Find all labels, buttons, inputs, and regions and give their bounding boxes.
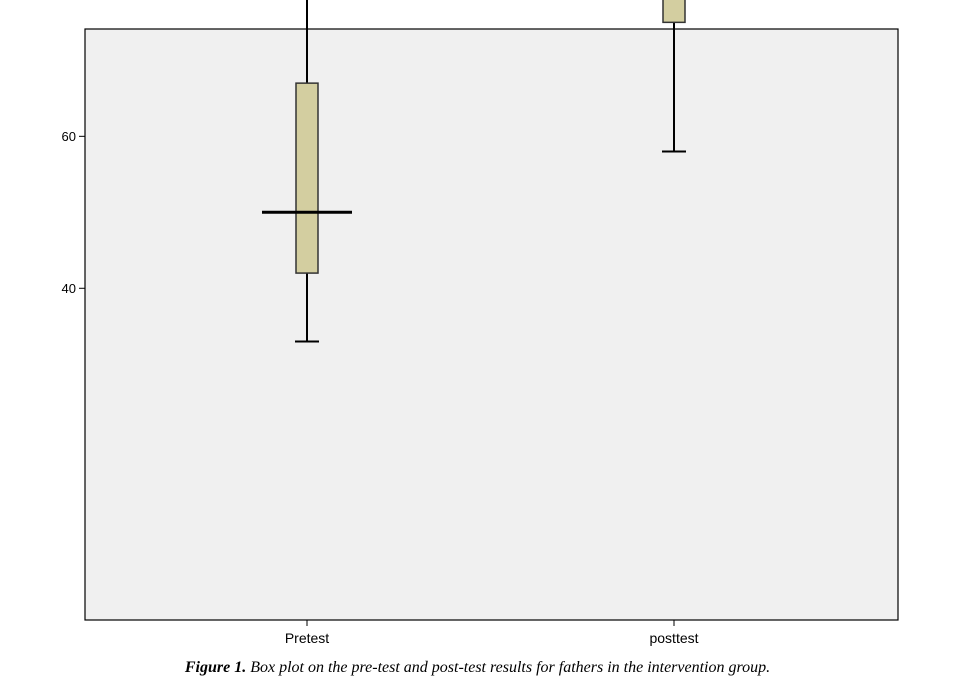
y-tick-label: 60 xyxy=(62,129,76,144)
figure-caption: Figure 1. Box plot on the pre-test and p… xyxy=(0,659,955,677)
caption-text: Box plot on the pre-test and post-test r… xyxy=(246,659,771,676)
caption-label: Figure 1. xyxy=(184,659,247,676)
y-tick-label: 40 xyxy=(62,281,76,296)
plot-area xyxy=(84,28,899,621)
box-plot-chart: 406080100Pretestposttest xyxy=(62,0,899,646)
x-category-label: posttest xyxy=(649,630,698,646)
box-pretest xyxy=(262,0,352,343)
x-category-label: Pretest xyxy=(285,630,329,646)
iqr-box xyxy=(662,0,686,24)
iqr-box xyxy=(295,82,319,274)
box-posttest xyxy=(662,0,686,153)
